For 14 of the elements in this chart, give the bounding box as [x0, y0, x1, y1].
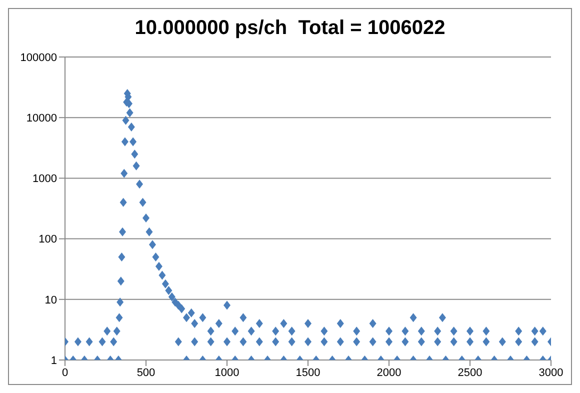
x-tick-label: 3000: [538, 366, 564, 379]
chart-title: 10.000000 ps/ch Total = 1006022: [134, 16, 446, 41]
x-tick-label: 500: [136, 366, 156, 379]
y-tick-label: 1: [50, 354, 57, 367]
x-tick-label: 2000: [376, 366, 402, 379]
x-tick-label: 2500: [458, 366, 482, 379]
y-tick-label: 100: [38, 234, 57, 246]
x-tick-label: 1500: [296, 366, 320, 379]
y-tick-label: 10: [44, 294, 57, 306]
y-tick-label: 100000: [20, 52, 57, 64]
x-tick-label: 1000: [214, 366, 240, 379]
y-tick-label: 1000: [32, 173, 57, 186]
y-tick-label: 10000: [26, 112, 57, 125]
x-tick-label: 0: [62, 366, 68, 379]
